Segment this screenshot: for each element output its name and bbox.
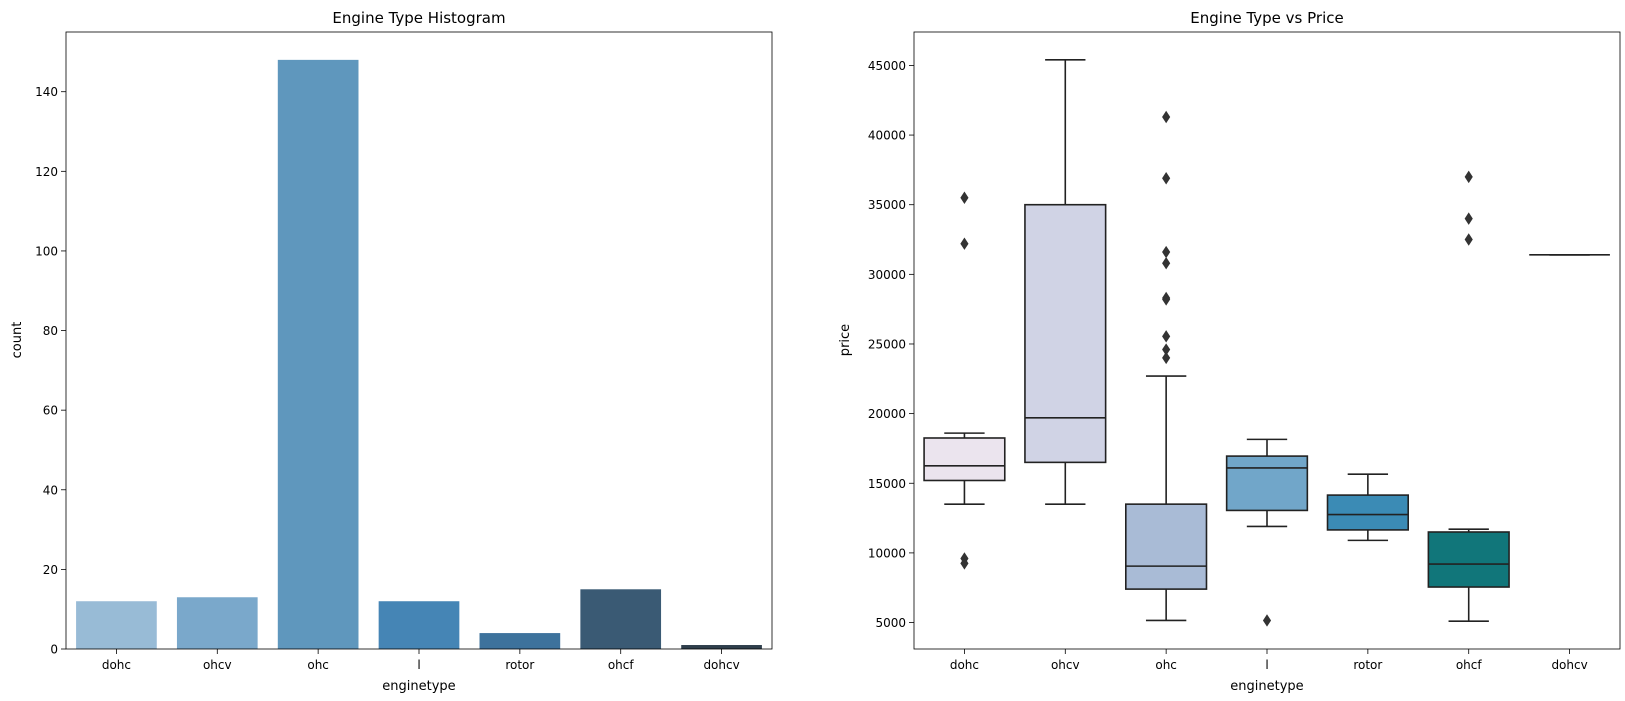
outlier-point [1262,614,1272,627]
bar-ohcf [580,589,662,649]
outlier-point [960,557,969,570]
y-tick-label: 30000 [868,268,906,282]
x-tick-label: l [1265,658,1268,672]
boxplot-x-axis-label: enginetype [1230,679,1303,694]
box-ohc [1125,110,1208,622]
bar-l [378,601,460,649]
histogram-plot-frame [65,31,773,650]
outlier-point [1162,293,1171,306]
boxplot-plot-frame [913,31,1621,650]
box-l [1225,438,1309,627]
y-tick-label: 140 [35,85,58,99]
histogram-chart: 0 20 40 60 80 100 120 140 dohc ohcv ohc l rotor ohcf… [10,9,773,694]
x-tick-label: ohcv [1051,658,1080,672]
y-tick-label: 25000 [868,337,906,351]
box-rotor [1326,473,1409,542]
histogram-y-axis-label: count [10,322,25,359]
outlier-point [1162,256,1171,270]
x-tick-label: ohc [1155,658,1177,672]
boxplot-title: Engine Type vs Price [1190,9,1343,27]
x-tick-label: dohc [102,658,131,672]
x-tick-label: rotor [505,658,534,672]
x-tick-label: dohcv [703,658,739,672]
boxplot-chart: 5000 10000 15000 20000 25000 30000 35000 40000 4… [838,9,1621,694]
outlier-point [1162,172,1171,185]
bar-rotor [479,633,561,649]
x-tick-label: ohcv [203,658,232,672]
y-tick-label: 15000 [868,477,906,491]
y-tick-label: 0 [50,643,58,657]
x-tick-label: dohc [950,658,979,672]
x-tick-label: ohcf [1456,658,1483,672]
outlier-point [1464,233,1473,246]
outlier-point [960,237,969,250]
x-tick-label: ohc [307,658,329,672]
outlier-point [1464,170,1473,184]
outlier-point [960,191,969,204]
histogram-x-axis-label: enginetype [382,679,455,694]
iqr-box [1225,455,1309,512]
y-tick-label: 40000 [868,129,906,143]
box-ohcf [1427,170,1510,622]
x-tick-label: dohcv [1551,658,1587,672]
outlier-point [1162,351,1171,365]
x-tick-label: ohcf [608,658,635,672]
outlier-point [1162,245,1171,259]
x-tick-label: rotor [1353,658,1382,672]
y-tick-label: 10000 [868,546,906,560]
bar-ohcv [176,597,258,649]
iqr-box [1427,531,1510,588]
iqr-box [1024,203,1107,464]
y-tick-label: 35000 [868,198,906,212]
y-tick-label: 20 [43,563,58,577]
bar-dohcv [681,645,762,649]
y-tick-label: 60 [43,404,58,418]
bar-dohc [76,601,157,649]
y-tick-label: 5000 [875,616,906,630]
boxplot-y-axis-label: price [838,324,853,356]
histogram-title: Engine Type Histogram [332,9,505,27]
iqr-box [1326,494,1409,531]
box-ohcv [1024,59,1107,505]
iqr-box [1125,503,1208,590]
outlier-point [1464,212,1473,225]
y-tick-label: 40 [43,483,58,497]
outlier-point [1162,110,1171,124]
y-tick-label: 45000 [868,59,906,73]
iqr-box [923,437,1006,482]
box-dohc [923,191,1006,570]
x-tick-label: l [417,658,420,672]
outlier-point [1162,330,1171,343]
y-tick-label: 100 [35,244,58,258]
y-tick-label: 20000 [868,407,906,421]
y-tick-label: 80 [43,324,58,338]
y-tick-label: 120 [35,165,58,179]
bar-ohc [277,59,359,650]
